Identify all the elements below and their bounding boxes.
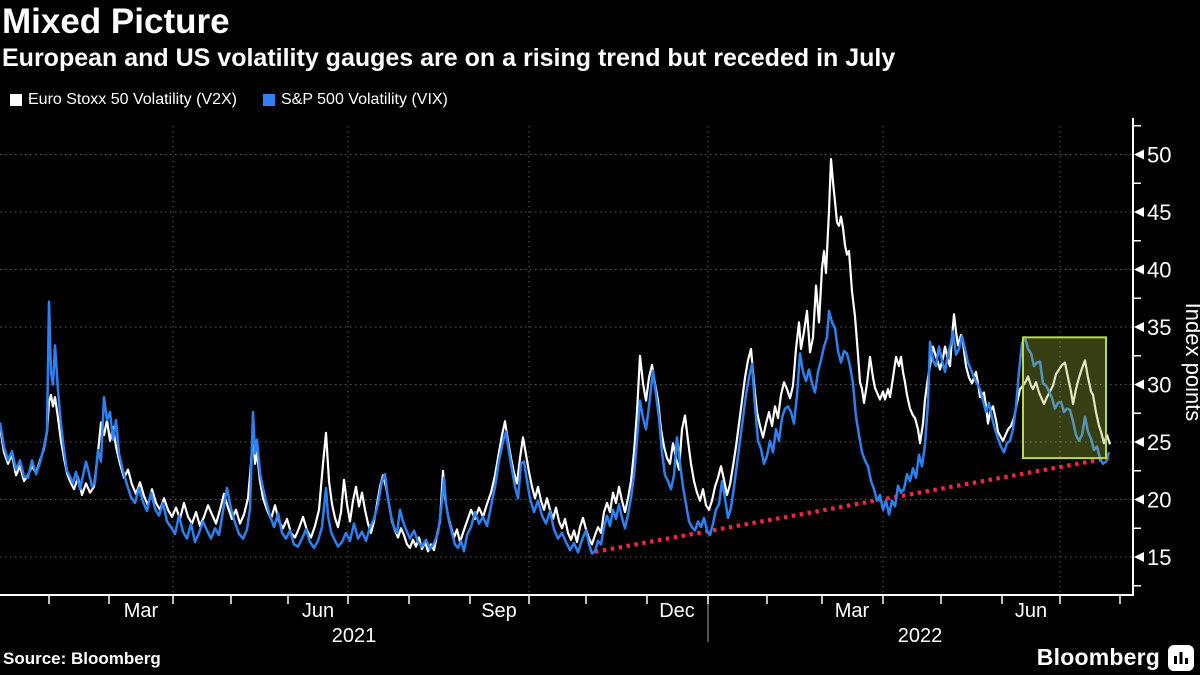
bloomberg-brand: Bloomberg <box>1037 644 1194 671</box>
y-tick-label: 50 <box>1147 143 1171 168</box>
axes <box>0 118 1141 604</box>
y-tick-label: 45 <box>1147 200 1171 225</box>
y-tick-label: 35 <box>1147 315 1171 340</box>
y-tick-pointer-icon <box>1134 494 1144 505</box>
rising-trendline <box>594 456 1110 554</box>
y-tick-pointer-icon <box>1134 322 1144 332</box>
y-tick-pointer-icon <box>1134 552 1144 562</box>
y-tick-label: 25 <box>1147 430 1171 455</box>
x-year-label: 2021 <box>332 625 377 647</box>
y-tick-label: 40 <box>1147 258 1171 283</box>
x-month-label: Jun <box>302 600 334 622</box>
legend-label-vix: S&P 500 Volatility (VIX) <box>280 91 448 108</box>
y-tick-label: 15 <box>1147 545 1171 570</box>
x-month-label: Mar <box>124 600 159 622</box>
bloomberg-logo-icon <box>1168 644 1194 671</box>
july-highlight-fill <box>1023 337 1106 459</box>
y-axis-labels: 15 20 25 30 35 40 45 50 <box>1134 143 1171 570</box>
legend-item-vix: S&P 500 Volatility (VIX) <box>262 91 448 109</box>
x-month-label: Dec <box>659 600 695 622</box>
y-tick-pointer-icon <box>1134 379 1144 390</box>
y-tick-pointer-icon <box>1134 149 1144 160</box>
legend-item-v2x: Euro Stoxx 50 Volatility (V2X) <box>10 91 237 109</box>
x-month-label: Jun <box>1015 600 1047 622</box>
y-tick-label: 20 <box>1147 488 1171 513</box>
x-axis-labels: Mar Jun Sep Dec Mar Jun 2021 2022 <box>124 600 1047 647</box>
y-tick-pointer-icon <box>1134 207 1144 217</box>
vix-series-swatch-icon <box>262 94 275 106</box>
x-year-label: 2022 <box>898 625 943 647</box>
x-month-label: Mar <box>835 600 870 622</box>
legend-label-v2x: Euro Stoxx 50 Volatility (V2X) <box>28 91 237 108</box>
y-tick-label: 30 <box>1147 373 1171 398</box>
source-attribution: Source: Bloomberg <box>3 649 161 668</box>
v2x-series-swatch-icon <box>10 94 22 106</box>
page-subtitle: European and US volatility gauges are on… <box>2 44 896 72</box>
page-title: Mixed Picture <box>2 2 230 41</box>
x-month-label: Sep <box>481 600 517 622</box>
vix-series-line <box>0 300 1111 555</box>
y-axis-title: Index points <box>1181 303 1200 422</box>
chart-legend: Euro Stoxx 50 Volatility (V2X) S&P 500 V… <box>10 91 448 109</box>
v2x-series-line <box>0 158 1112 553</box>
y-tick-pointer-icon <box>1134 264 1144 275</box>
bloomberg-wordmark: Bloomberg <box>1036 644 1160 670</box>
july-highlight-border <box>1022 336 1107 460</box>
y-tick-pointer-icon <box>1134 437 1144 447</box>
